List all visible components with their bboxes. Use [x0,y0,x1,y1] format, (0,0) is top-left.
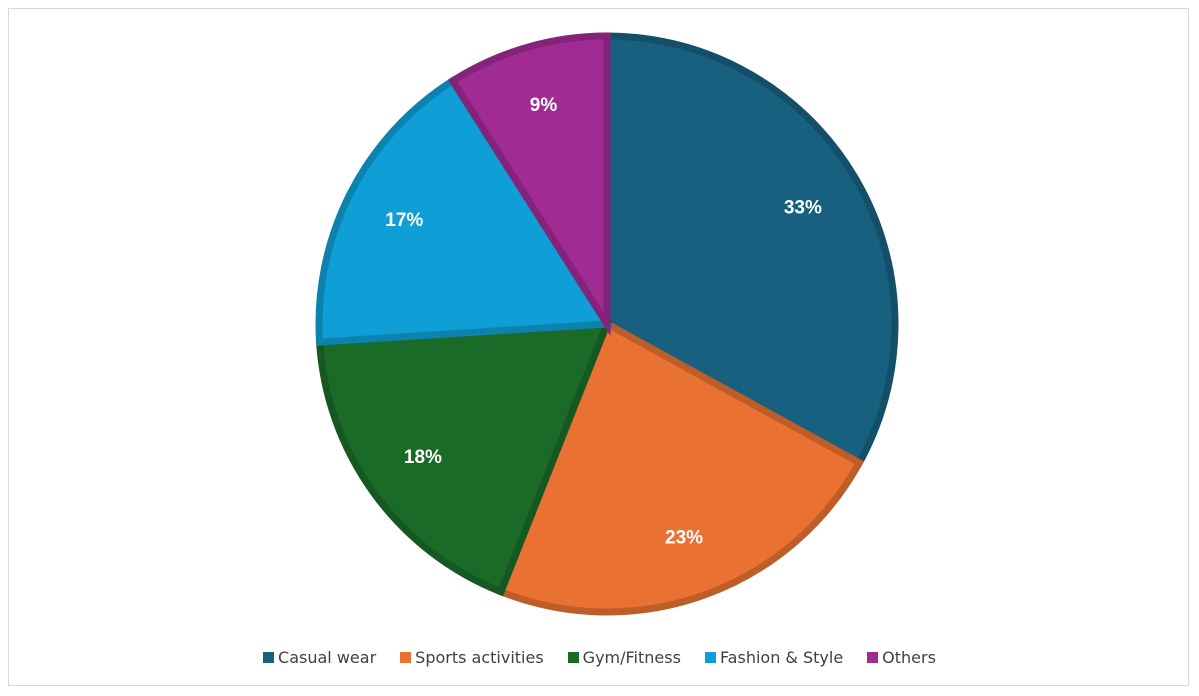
legend-item-casual-wear: Casual wear [263,648,376,667]
legend-item-gym-fitness: Gym/Fitness [567,648,681,667]
legend-item-others: Others [867,648,936,667]
legend-swatch-fashion-style [704,652,716,663]
legend-label-fashion-style: Fashion & Style [719,648,844,667]
legend-label-others: Others [882,648,936,667]
pie-slice-gym-fitness [315,320,613,597]
slice-data-label: 33% [784,198,822,219]
legend-label-sports-activities: Sports activities [415,648,544,667]
slice-data-label: 9% [530,95,558,116]
legend-item-sports-activities: Sports activities [400,648,544,667]
legend-swatch-gym-fitness [567,652,579,663]
pie-slice-fashion-style [315,76,614,346]
pie-slice-sports-activities [496,319,865,616]
legend-swatch-casual-wear [263,652,275,663]
slice-data-label: 17% [385,210,423,231]
legend-item-fashion-style: Fashion & Style [704,648,844,667]
legend-swatch-sports-activities [400,652,412,663]
legend: Casual wear Sports activities Gym/Fitnes… [0,648,1199,667]
slice-data-label: 23% [665,528,703,549]
pie-slice-casual-wear [603,32,899,468]
legend-label-casual-wear: Casual wear [278,648,377,667]
legend-swatch-others [867,652,879,663]
legend-label-gym-fitness: Gym/Fitness [582,648,681,667]
slice-data-label: 18% [404,447,442,468]
pie-slice-others [447,32,611,337]
